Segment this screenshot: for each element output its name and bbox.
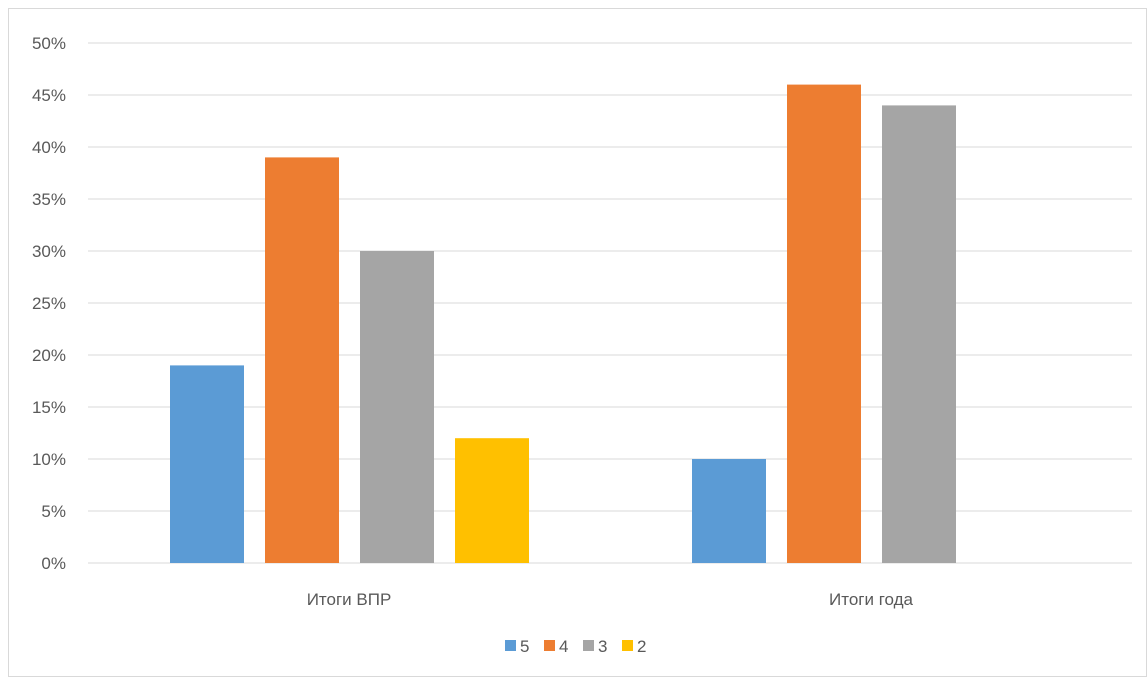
legend-swatch-4 bbox=[544, 640, 555, 651]
category-label: Итоги ВПР bbox=[307, 590, 392, 609]
y-tick-label: 10% bbox=[32, 450, 66, 469]
y-tick-label: 45% bbox=[32, 86, 66, 105]
legend-swatch-5 bbox=[505, 640, 516, 651]
x-axis-category-labels: Итоги ВПР Итоги года bbox=[307, 590, 914, 609]
bar-4-0 bbox=[265, 157, 339, 563]
y-tick-label: 20% bbox=[32, 346, 66, 365]
y-axis-tick-labels: 0% 5% 10% 15% 20% 25% 30% 35% 40% 45% 50% bbox=[32, 34, 66, 573]
y-tick-label: 35% bbox=[32, 190, 66, 209]
y-tick-label: 40% bbox=[32, 138, 66, 157]
legend-swatch-3 bbox=[583, 640, 594, 651]
bar-3-0 bbox=[360, 251, 434, 563]
bar-5-1 bbox=[692, 459, 766, 563]
y-tick-label: 30% bbox=[32, 242, 66, 261]
y-tick-label: 0% bbox=[41, 554, 66, 573]
bar-5-0 bbox=[170, 365, 244, 563]
legend-label-5: 5 bbox=[520, 637, 529, 656]
bar-3-1 bbox=[882, 105, 956, 564]
y-tick-label: 5% bbox=[41, 502, 66, 521]
gridlines bbox=[88, 42, 1132, 564]
y-tick-label: 25% bbox=[32, 294, 66, 313]
bars bbox=[170, 84, 956, 564]
legend-label-4: 4 bbox=[559, 637, 568, 656]
category-label: Итоги года bbox=[829, 590, 914, 609]
legend-label-2: 2 bbox=[637, 637, 646, 656]
legend-label-3: 3 bbox=[598, 637, 607, 656]
legend: 5 4 3 2 bbox=[505, 637, 646, 656]
bar-4-1 bbox=[787, 84, 861, 563]
y-tick-label: 50% bbox=[32, 34, 66, 53]
bar-2-0 bbox=[455, 438, 529, 563]
legend-swatch-2 bbox=[622, 640, 633, 651]
y-tick-label: 15% bbox=[32, 398, 66, 417]
chart-frame bbox=[8, 8, 1147, 677]
